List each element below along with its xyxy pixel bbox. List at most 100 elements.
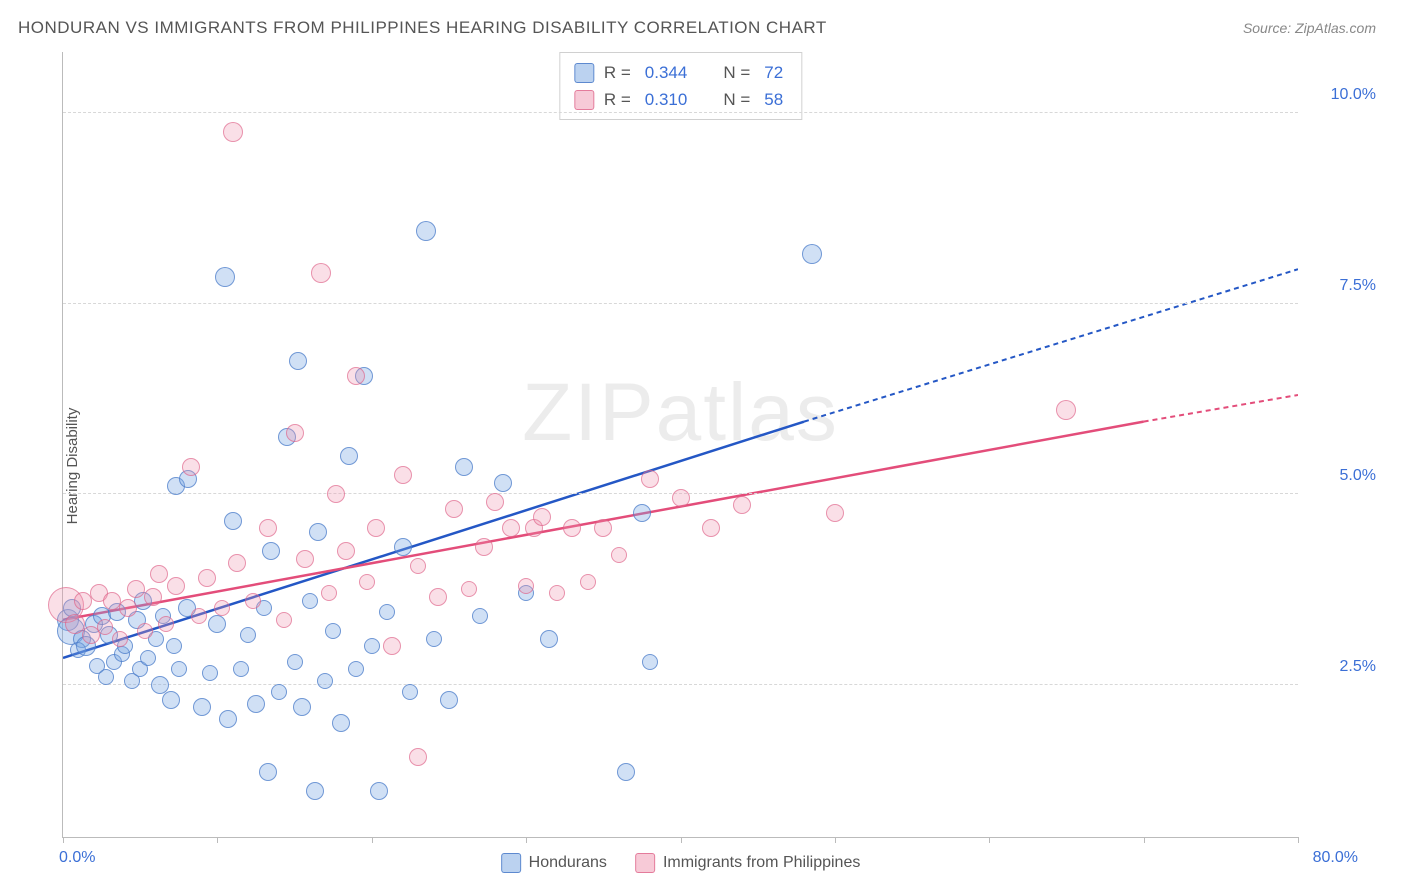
- watermark-text: ZIPatlas: [522, 366, 839, 460]
- data-point: [826, 504, 844, 522]
- data-point: [347, 367, 365, 385]
- data-point: [224, 512, 242, 530]
- data-point: [340, 447, 358, 465]
- data-point: [445, 500, 463, 518]
- data-point: [287, 654, 303, 670]
- x-tick-mark: [835, 837, 836, 843]
- x-tick-label: 0.0%: [59, 849, 95, 867]
- data-point: [348, 661, 364, 677]
- r-value-2: 0.310: [645, 86, 688, 113]
- data-point: [633, 504, 651, 522]
- data-point: [289, 352, 307, 370]
- n-label: N =: [723, 59, 750, 86]
- data-point: [262, 542, 280, 560]
- x-tick-mark: [1144, 837, 1145, 843]
- plot-area: ZIPatlas R = 0.344 N = 72 R = 0.310 N = …: [62, 52, 1298, 838]
- data-point: [549, 585, 565, 601]
- x-tick-mark: [989, 837, 990, 843]
- data-point: [247, 695, 265, 713]
- data-point: [208, 615, 226, 633]
- data-point: [306, 782, 324, 800]
- data-point: [642, 654, 658, 670]
- data-point: [214, 600, 230, 616]
- data-point: [271, 684, 287, 700]
- data-point: [317, 673, 333, 689]
- data-point: [259, 763, 277, 781]
- data-point: [594, 519, 612, 537]
- x-tick-mark: [63, 837, 64, 843]
- data-point: [144, 588, 162, 606]
- data-point: [296, 550, 314, 568]
- r-label: R =: [604, 86, 631, 113]
- x-tick-mark: [372, 837, 373, 843]
- x-tick-label: 80.0%: [1313, 849, 1358, 867]
- y-tick-label: 10.0%: [1306, 86, 1376, 104]
- n-label: N =: [723, 86, 750, 113]
- data-point: [402, 684, 418, 700]
- stats-legend-box: R = 0.344 N = 72 R = 0.310 N = 58: [559, 52, 802, 120]
- r-value-1: 0.344: [645, 59, 688, 86]
- data-point: [455, 458, 473, 476]
- n-value-1: 72: [764, 59, 783, 86]
- data-point: [302, 593, 318, 609]
- data-point: [327, 485, 345, 503]
- data-point: [367, 519, 385, 537]
- data-point: [228, 554, 246, 572]
- data-point: [475, 538, 493, 556]
- data-point: [191, 608, 207, 624]
- data-point: [245, 593, 261, 609]
- data-point: [409, 748, 427, 766]
- data-point: [379, 604, 395, 620]
- data-point: [518, 578, 534, 594]
- data-point: [494, 474, 512, 492]
- data-point: [332, 714, 350, 732]
- data-point: [171, 661, 187, 677]
- stats-row-1: R = 0.344 N = 72: [574, 59, 787, 86]
- data-point: [240, 627, 256, 643]
- trend-lines: [63, 52, 1298, 837]
- data-point: [321, 585, 337, 601]
- chart-container: Hearing Disability ZIPatlas R = 0.344 N …: [18, 52, 1388, 880]
- data-point: [383, 637, 401, 655]
- data-point: [733, 496, 751, 514]
- data-point: [286, 424, 304, 442]
- x-tick-mark: [681, 837, 682, 843]
- data-point: [259, 519, 277, 537]
- data-point: [472, 608, 488, 624]
- data-point: [440, 691, 458, 709]
- swatch-blue-icon: [574, 63, 594, 83]
- data-point: [137, 623, 153, 639]
- swatch-blue-icon: [501, 853, 521, 873]
- source-label: Source: ZipAtlas.com: [1243, 20, 1376, 36]
- data-point: [1056, 400, 1076, 420]
- data-point: [702, 519, 720, 537]
- data-point: [337, 542, 355, 560]
- data-point: [394, 466, 412, 484]
- data-point: [580, 574, 596, 590]
- data-point: [429, 588, 447, 606]
- y-tick-label: 2.5%: [1306, 658, 1376, 676]
- data-point: [672, 489, 690, 507]
- data-point: [119, 599, 137, 617]
- data-point: [325, 623, 341, 639]
- data-point: [563, 519, 581, 537]
- data-point: [167, 577, 185, 595]
- chart-title: HONDURAN VS IMMIGRANTS FROM PHILIPPINES …: [18, 18, 827, 38]
- data-point: [198, 569, 216, 587]
- x-tick-mark: [217, 837, 218, 843]
- data-point: [276, 612, 292, 628]
- data-point: [158, 616, 174, 632]
- data-point: [219, 710, 237, 728]
- data-point: [802, 244, 822, 264]
- legend-label-1: Hondurans: [529, 854, 607, 872]
- stats-row-2: R = 0.310 N = 58: [574, 86, 787, 113]
- data-point: [502, 519, 520, 537]
- data-point: [533, 508, 551, 526]
- gridline-h: [63, 684, 1298, 685]
- data-point: [540, 630, 558, 648]
- data-point: [611, 547, 627, 563]
- data-point: [617, 763, 635, 781]
- data-point: [370, 782, 388, 800]
- data-point: [309, 523, 327, 541]
- data-point: [182, 458, 200, 476]
